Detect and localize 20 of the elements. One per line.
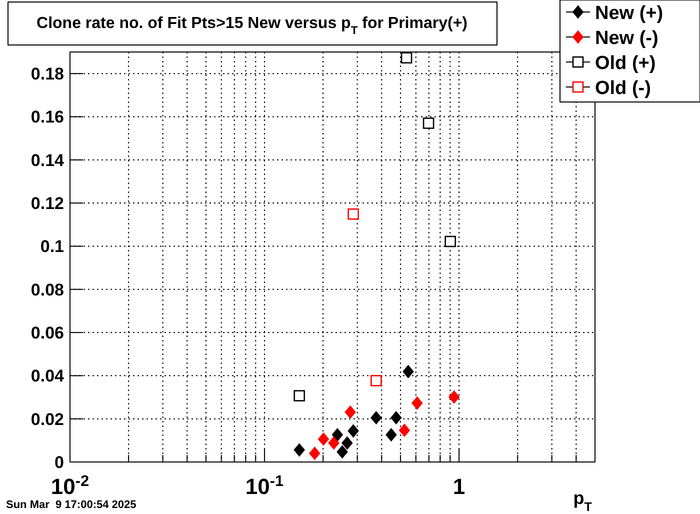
y-tick-label: 0.12 — [30, 194, 64, 214]
legend-label: New (-) — [595, 28, 658, 49]
legend-label: Old (-) — [595, 78, 651, 99]
y-tick-label: 0.02 — [30, 410, 64, 429]
chart-title: Clone rate no. of Fit Pts>15 New versus p$_{T}$ for Primary(+) — [36, 15, 468, 37]
y-tick-label: 0.16 — [30, 108, 64, 127]
y-tick-label: 0.1 — [40, 237, 64, 256]
x-tick-label: 10$^{-2}$ — [50, 472, 90, 499]
y-tick-label: 0.06 — [30, 324, 64, 343]
y-tick-label: 0 — [54, 453, 64, 472]
text: Sun Mar 9 17:00:54 2025 — [6, 499, 136, 511]
y-tick-label: 0.18 — [30, 64, 64, 84]
y-tick-label: 0.08 — [30, 280, 64, 300]
legend-label: New (+) — [595, 3, 664, 24]
x-tick-label: 10$^{-1}$ — [245, 472, 284, 499]
y-tick-label: 0.04 — [30, 366, 65, 386]
x-tick-label: 1 — [452, 474, 466, 499]
legend-label: Old (+) — [595, 53, 656, 74]
x-axis-title: p$_{T}$ — [573, 488, 592, 514]
y-tick-label: 0.14 — [30, 150, 65, 170]
